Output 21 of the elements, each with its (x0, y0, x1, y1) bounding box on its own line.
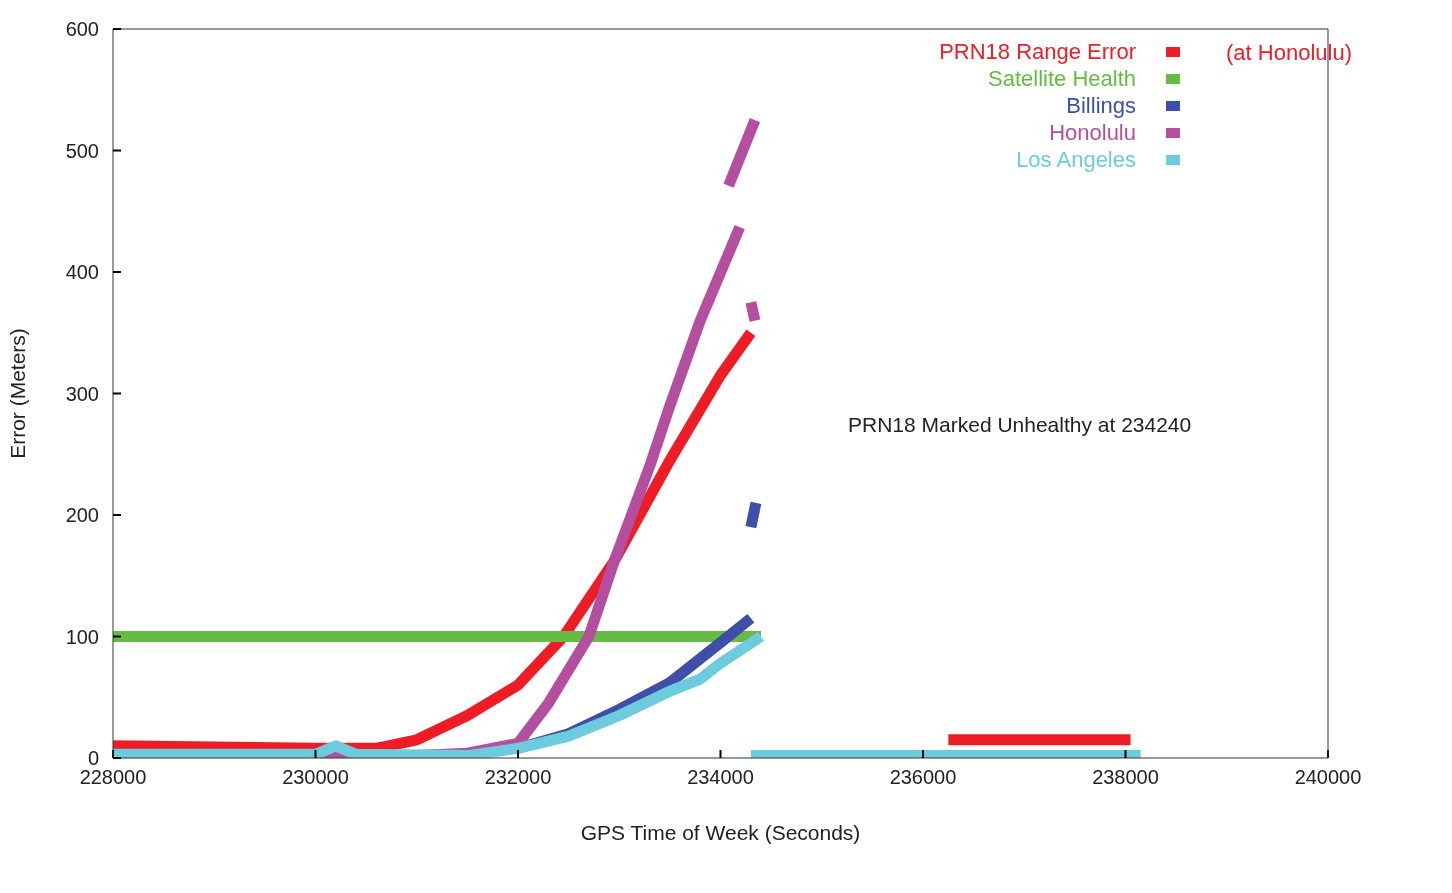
annotation: PRN18 Marked Unhealthy at 234240 (848, 413, 1192, 437)
legend-label: Billings (1066, 92, 1136, 119)
legend-label: Los Angeles (1016, 146, 1136, 173)
legend-label: Satellite Health (988, 65, 1136, 92)
y-tick-label: 100 (65, 625, 99, 648)
x-tick-label: 236000 (889, 766, 957, 789)
x-tick-label: 240000 (1294, 766, 1362, 789)
y-axis-title: Error (Meters) (6, 328, 30, 459)
x-tick-label: 234000 (687, 766, 754, 789)
legend-label: Honolulu (1049, 119, 1136, 146)
x-axis-title: GPS Time of Week (Seconds) (580, 821, 861, 844)
x-tick-label: 232000 (484, 766, 552, 789)
y-tick-label: 300 (65, 382, 99, 405)
x-tick-label: 230000 (282, 766, 349, 789)
y-tick-label: 200 (65, 504, 99, 527)
y-tick-label: 600 (65, 18, 99, 41)
y-tick-label: 500 (65, 139, 99, 162)
y-tick-label: 400 (65, 261, 99, 284)
x-tick-label: 238000 (1092, 766, 1159, 789)
annotation: (at Honolulu) (1226, 40, 1352, 66)
legend-label: PRN18 Range Error (939, 38, 1136, 65)
